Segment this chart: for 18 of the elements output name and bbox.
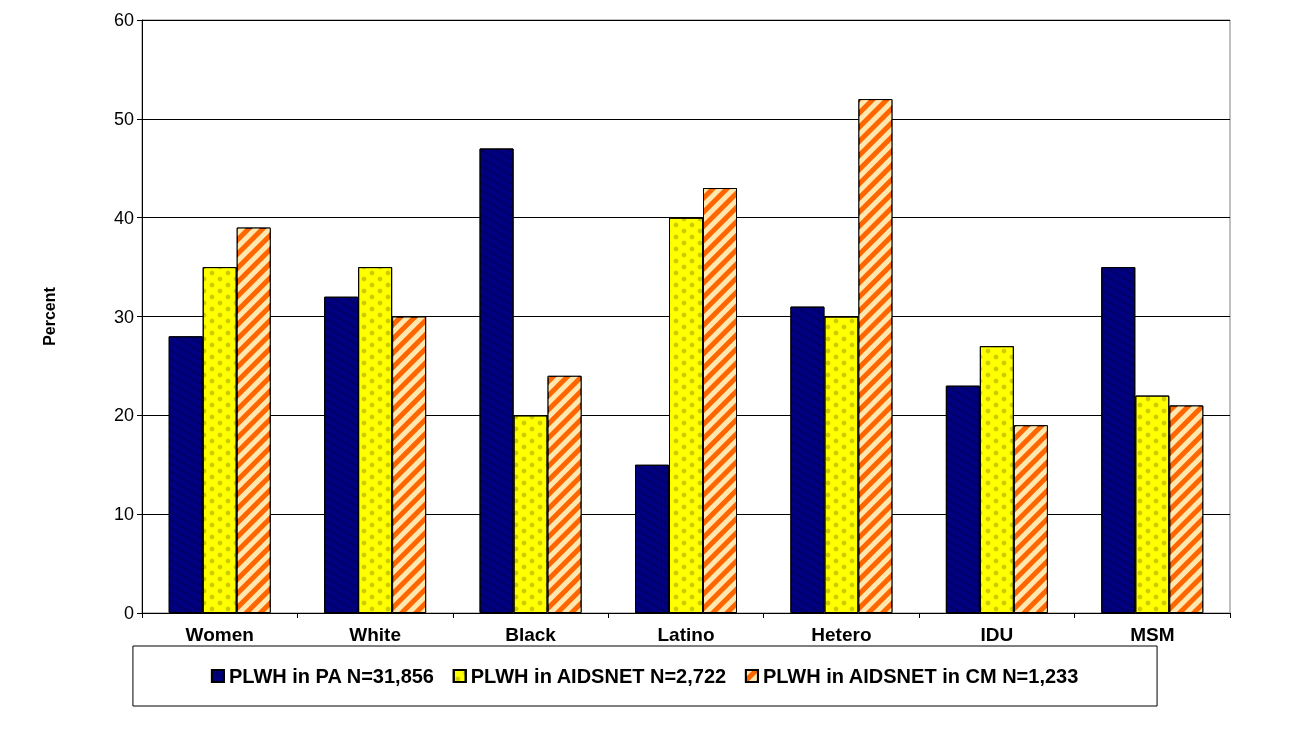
y-tick-label: 30: [113, 306, 134, 327]
y-tick-label: 20: [113, 405, 134, 426]
x-tick-label: IDU: [980, 624, 1014, 645]
x-tick-label: MSM: [1130, 624, 1175, 645]
x-tick-label: White: [349, 624, 401, 645]
y-tick-label: 40: [113, 207, 134, 228]
y-axis-title: Percent: [40, 286, 58, 346]
y-tick-label: 60: [113, 10, 134, 30]
legend-label: PLWH in AIDSNET N=2,722: [470, 665, 727, 687]
y-tick-label: 0: [123, 603, 134, 623]
legend-label: PLWH in AIDSNET in CM N=1,233: [762, 665, 1079, 687]
x-tick-label: Latino: [657, 624, 715, 645]
y-tick-label: 10: [113, 504, 134, 525]
x-tick-label: Women: [185, 624, 254, 645]
y-tick-label: 50: [113, 108, 134, 129]
x-tick-label: Hetero: [811, 624, 872, 645]
x-tick-label: Black: [505, 624, 557, 645]
legend-label: PLWH in PA N=31,856: [228, 665, 435, 687]
